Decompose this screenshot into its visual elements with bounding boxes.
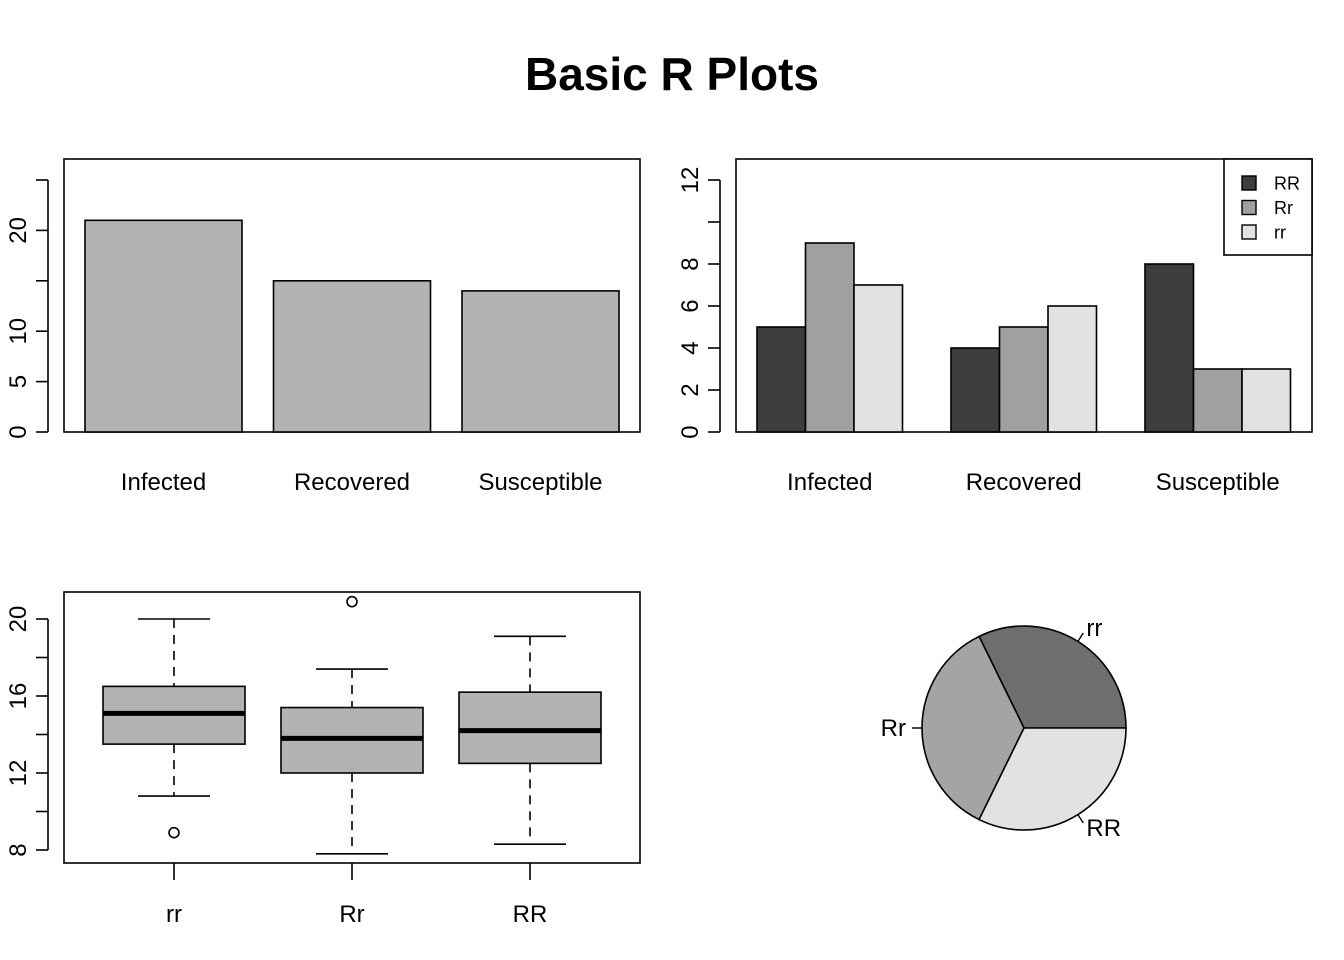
category-label: Susceptible [1156, 469, 1280, 496]
y-tick-label: 0 [677, 425, 704, 438]
legend-label: rr [1274, 223, 1286, 243]
legend-swatch [1241, 199, 1257, 216]
y-tick-label: 10 [5, 318, 32, 345]
bar-rr [756, 326, 807, 433]
legend-swatch [1241, 224, 1257, 240]
y-tick-label: 12 [677, 167, 704, 194]
bar-rr [1192, 368, 1243, 433]
category-label: Infected [121, 469, 206, 496]
bar [84, 219, 243, 433]
pie-label: Rr [881, 715, 906, 742]
category-label: RR [513, 901, 548, 928]
y-tick-label: 20 [5, 217, 32, 244]
pie-label-leader [1077, 632, 1084, 642]
legend-box [1223, 158, 1313, 256]
y-tick-label: 8 [677, 257, 704, 270]
y-tick-label: 12 [5, 760, 32, 787]
bar [461, 290, 620, 433]
bar-rr [1241, 368, 1292, 433]
y-tick-label: 20 [5, 606, 32, 633]
category-label: rr [166, 901, 182, 928]
category-label: Infected [787, 469, 872, 496]
pie-slice-rr [921, 635, 1025, 821]
boxplot-panel: 8 12 16 20 rr Rr RR [5, 591, 641, 928]
bar [272, 279, 432, 433]
bar-rr [998, 326, 1049, 433]
grouped-bar-chart-panel: 0 2 4 6 8 12 Infected Recovered Susceptible RR Rr r… [677, 158, 1313, 496]
outlier-point [168, 826, 180, 839]
category-label: Rr [339, 901, 364, 928]
legend-label: Rr [1274, 198, 1293, 218]
bar-rr [1047, 305, 1098, 433]
y-tick-label: 2 [677, 383, 704, 396]
bar-rr [1144, 263, 1195, 433]
legend-swatch [1241, 175, 1257, 191]
bar-rr [950, 347, 1001, 433]
pie-chart-panel: rr Rr RR [881, 615, 1127, 842]
pie-label-leader [1077, 814, 1084, 824]
legend: RR Rr rr [1223, 158, 1313, 256]
pie-label: rr [1086, 615, 1102, 642]
box [458, 691, 602, 765]
y-tick-label: 5 [5, 375, 32, 388]
pie-slice-rr [978, 727, 1127, 831]
y-tick-label: 6 [677, 299, 704, 312]
pie-label: RR [1086, 815, 1121, 842]
outlier-point [346, 595, 358, 608]
y-tick-label: 8 [5, 843, 32, 856]
bar-chart-panel: 0 5 10 20 Infected Recovered Susceptible [5, 158, 641, 496]
main-title: Basic R Plots [525, 48, 819, 100]
y-tick-label: 0 [5, 425, 32, 438]
y-tick-label: 4 [677, 341, 704, 354]
box-group-rr [280, 595, 424, 855]
bar-rr [853, 284, 904, 433]
category-label: Recovered [294, 469, 410, 496]
category-label: Recovered [966, 469, 1082, 496]
bar-rr [804, 242, 855, 433]
box-group-rr [458, 635, 602, 846]
box-group-rr [102, 618, 246, 839]
y-tick-label: 16 [5, 683, 32, 710]
legend-label: RR [1274, 174, 1300, 194]
category-label: Susceptible [478, 469, 602, 496]
pie-slice-rr [978, 625, 1127, 729]
